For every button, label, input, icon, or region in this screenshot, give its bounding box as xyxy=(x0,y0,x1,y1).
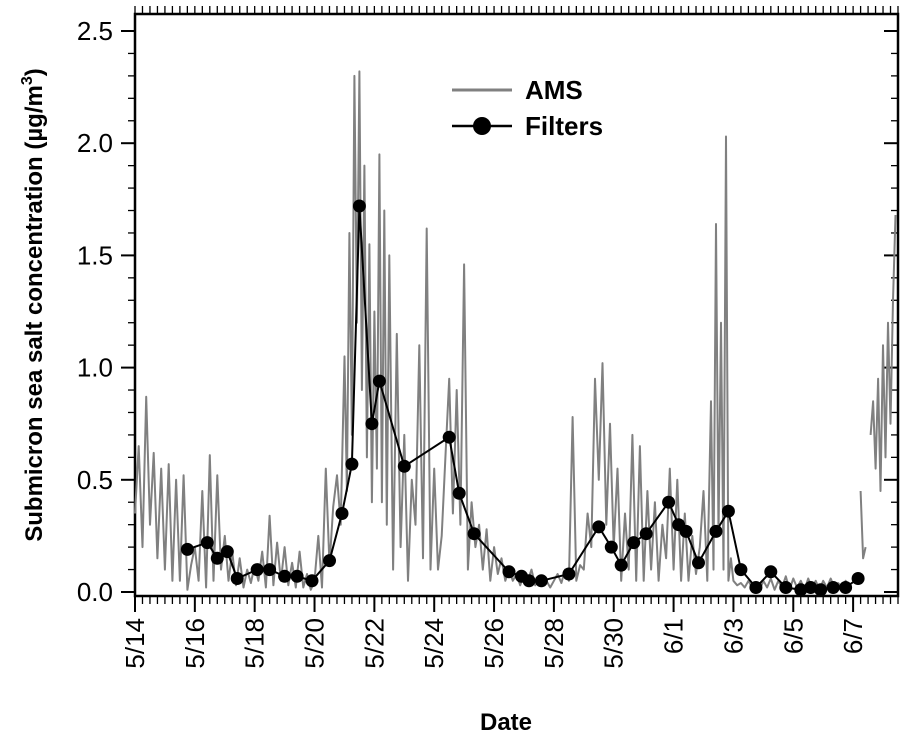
filters-point xyxy=(365,417,379,431)
x-tick-label: 5/20 xyxy=(300,618,330,669)
filters-point xyxy=(263,563,277,577)
filters-point xyxy=(692,556,705,570)
filters-point xyxy=(709,524,723,538)
filters-point xyxy=(749,581,763,594)
filters-point xyxy=(278,569,292,583)
filters-point xyxy=(614,558,628,572)
filters-point xyxy=(804,581,818,594)
filters-point xyxy=(592,520,606,534)
filters-point xyxy=(679,524,693,538)
legend-filters-marker xyxy=(473,117,491,135)
filters-point xyxy=(467,527,481,541)
x-axis-ticks: 5/14 5/16 5/18 5/20 5/22 5/24 5/26 5/28 5/30 6/1 6… xyxy=(120,6,899,669)
x-tick-label: 5/22 xyxy=(359,618,389,669)
filters-point xyxy=(662,495,676,509)
y-axis-title-superscript: 3 xyxy=(19,76,36,85)
plot-frame xyxy=(133,12,900,598)
filters-point xyxy=(230,572,244,585)
y-axis-ticks: 0.0 0.5 1.0 1.5 2.0 2.5 xyxy=(77,16,898,607)
filters-point xyxy=(814,583,828,597)
filters-point xyxy=(734,563,748,577)
x-tick-label: 5/26 xyxy=(479,618,509,669)
filters-point xyxy=(452,486,466,500)
series-layer xyxy=(134,70,897,597)
ams-series-line xyxy=(859,490,867,560)
filters-point xyxy=(372,374,386,388)
x-tick-label: 5/18 xyxy=(240,618,270,669)
x-tick-label: 5/14 xyxy=(120,618,150,669)
filters-point xyxy=(522,574,536,588)
y-tick-label: 1.0 xyxy=(77,353,113,383)
y-tick-label: 1.5 xyxy=(77,240,113,270)
filters-point xyxy=(779,581,793,594)
x-tick-label: 5/24 xyxy=(419,618,449,669)
y-axis-title: Submicron sea salt concentration (µg/m3) xyxy=(19,68,48,542)
filters-point xyxy=(851,572,865,585)
ams-series-line xyxy=(869,214,897,492)
legend-filters-label: Filters xyxy=(525,111,603,141)
filters-point xyxy=(250,563,264,577)
filters-point xyxy=(335,507,349,520)
legend: AMS Filters xyxy=(452,75,603,141)
filters-point xyxy=(721,504,735,518)
filters-point xyxy=(839,581,853,594)
filters-point xyxy=(397,459,411,473)
y-axis-title-close: ) xyxy=(21,68,48,76)
filters-point xyxy=(352,199,366,213)
filters-series-line xyxy=(187,205,859,591)
legend-ams-label: AMS xyxy=(525,75,583,105)
filters-point xyxy=(442,430,456,444)
filters-point xyxy=(562,567,576,581)
filters-point xyxy=(220,545,234,559)
y-tick-label: 0.0 xyxy=(77,577,113,607)
filters-point xyxy=(534,574,548,588)
x-tick-label: 6/7 xyxy=(838,618,868,654)
filters-point xyxy=(502,565,516,579)
filters-point xyxy=(604,540,618,554)
y-tick-label: 2.0 xyxy=(77,128,113,158)
y-tick-label: 2.5 xyxy=(77,16,113,46)
filters-point xyxy=(764,565,778,579)
x-tick-label: 6/5 xyxy=(778,618,808,654)
filters-point xyxy=(639,527,653,541)
filters-point xyxy=(200,536,214,550)
filters-point xyxy=(794,583,808,597)
x-tick-label: 5/16 xyxy=(180,618,210,669)
filters-point xyxy=(210,551,224,565)
x-tick-label: 5/28 xyxy=(539,618,569,669)
filters-point xyxy=(345,457,359,471)
filters-point xyxy=(826,581,840,594)
filters-point xyxy=(323,554,336,568)
x-tick-label: 5/30 xyxy=(599,618,629,669)
y-axis-title-main: Submicron sea salt concentration (µg/m xyxy=(21,85,48,542)
y-tick-label: 0.5 xyxy=(77,465,113,495)
ams-series-line xyxy=(134,70,851,591)
x-tick-label: 6/3 xyxy=(718,618,748,654)
filters-point xyxy=(180,542,194,556)
x-axis-title: Date xyxy=(480,709,532,736)
filters-point xyxy=(305,574,319,588)
x-tick-label: 6/1 xyxy=(659,618,689,654)
filters-point xyxy=(290,569,304,583)
filters-point xyxy=(627,536,641,550)
